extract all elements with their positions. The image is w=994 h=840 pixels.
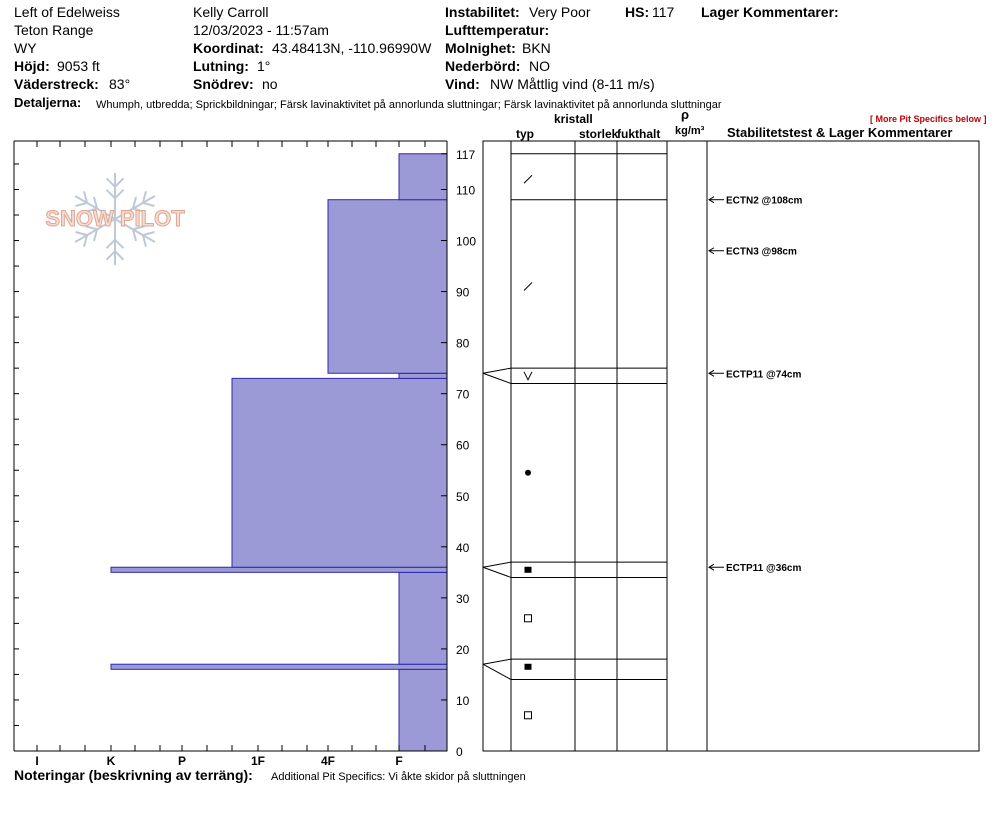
elevation-label: Höjd: [14,58,50,74]
crystal-symbol [524,566,532,573]
layer-connector [482,658,512,665]
stability-test-arrowhead [708,369,715,377]
stability-test-arrowhead [708,196,715,204]
stability-test-label: ECTN3 @98cm [726,247,797,258]
instability-label: Instabilitet: [445,4,520,20]
observer-name: Kelly Carroll [193,4,269,20]
stability-test-label: ECTP11 @74cm [726,369,801,380]
details-label: Detaljerna: [14,95,82,110]
depth-tick-label: 110 [456,183,475,197]
precip-label: Nederbörd: [445,58,521,74]
hardness-bar [327,199,448,374]
col-rho-header: ρ [681,107,690,122]
hardness-bar [110,566,448,573]
air-temp-label: Lufttemperatur: [445,22,550,38]
col-crystal-header: kristall [554,112,593,126]
depth-tick-label: 70 [456,388,470,402]
hardness-tick-label: I [35,754,38,768]
stability-test-label: ECTN2 @108cm [726,196,803,207]
hardness-bar [398,571,448,665]
drift-value: no [262,76,278,92]
depth-tick-label: 40 [456,541,470,555]
crystal-symbol [524,711,532,720]
hs-label: HS: [625,4,650,20]
precip-value: NO [529,58,550,74]
layer-table-frame [482,140,980,752]
layer-connector [482,663,512,680]
layer-comments-label: Lager Kommentarer: [701,4,839,20]
crystal-symbol [525,469,531,476]
instability-value: Very Poor [529,4,591,20]
col-type-header: typ [516,127,534,141]
layer-connector [482,561,512,568]
hardness-tick-label: F [395,754,402,768]
stability-test-arrowhead [708,247,715,255]
coords-value: 43.48413N, -110.96990W [272,40,432,56]
slope-label: Lutning: [193,58,249,74]
elevation-value: 9053 ft [57,58,100,74]
crystal-symbol [523,282,533,291]
depth-tick-label: 100 [456,235,476,249]
mountain-range: Teton Range [14,22,94,38]
aspect-label: Väderstreck: [14,76,99,92]
hardness-bar [398,372,448,379]
wind-label: Vind: [445,76,480,92]
layer-connector [482,367,512,374]
hardness-tick-label: P [178,754,186,768]
hardness-bar [231,377,448,568]
depth-tick-label: 117 [456,148,475,162]
depth-tick-label: 60 [456,439,470,453]
depth-tick-label: 80 [456,337,470,351]
more-pit-specifics-link[interactable]: [ More Pit Specifics below ] [870,114,987,124]
drift-label: Snödrev: [193,76,254,92]
wind-value: NW Måttlig vind (8-11 m/s) [490,76,655,92]
depth-tick-label: 0 [456,745,463,759]
hardness-tick-label: K [107,754,116,768]
notes-label: Noteringar (beskrivning av terräng): [14,767,253,783]
layer-connector [482,372,512,384]
details-value: Whumph, utbredda; Sprickbildningar; Färs… [96,99,722,111]
sky-value: BKN [522,40,551,56]
sky-label: Molnighet: [445,40,516,56]
slope-value: 1° [257,58,271,74]
col-size-header: storlek [579,127,619,141]
crystal-symbol [524,614,532,623]
aspect-value: 83° [109,76,131,92]
depth-tick-label: 30 [456,592,470,606]
col-density-unit: kg/m³ [675,125,705,137]
hs-value: 117 [652,4,675,20]
state: WY [14,40,37,56]
observation-datetime: 12/03/2023 - 11:57am [193,22,329,38]
crystal-symbol [523,371,533,381]
stability-test-label: ECTP11 @36cm [726,563,801,574]
hardness-bar [398,668,448,752]
depth-tick-label: 10 [456,694,470,708]
layer-connector [482,566,512,578]
notes-value: Additional Pit Specifics: Vi åkte skidor… [271,771,526,783]
depth-tick-label: 50 [456,490,470,504]
hardness-bar [398,153,448,201]
hardness-bar [110,663,448,670]
stability-test-arrowhead [708,563,715,571]
hardness-tick-label: 4F [321,754,335,768]
depth-tick-label: 90 [456,286,470,300]
crystal-symbol [523,174,533,184]
col-moisture-header: fukthalt [617,127,661,141]
hardness-tick-label: 1F [251,754,265,768]
crystal-symbol [524,663,532,670]
coords-label: Koordinat: [193,40,264,56]
depth-tick-label: 20 [456,643,470,657]
col-stability-header: Stabilitetstest & Lager Kommentarer [727,125,953,140]
location-name: Left of Edelweiss [14,4,120,20]
